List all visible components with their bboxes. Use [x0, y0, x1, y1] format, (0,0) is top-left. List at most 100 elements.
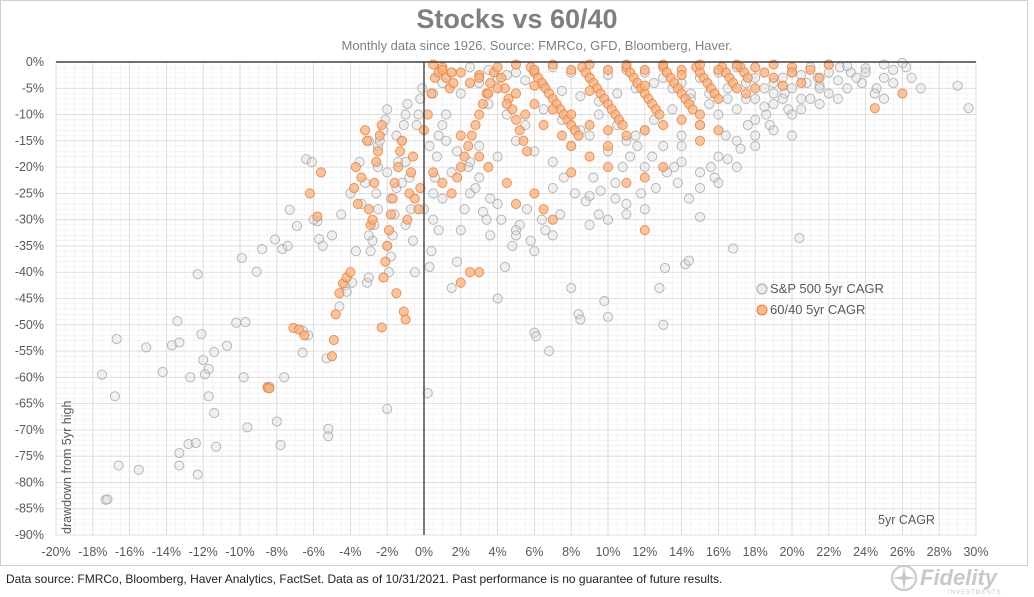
data-point [759, 67, 770, 78]
data-point [492, 83, 503, 94]
data-point [869, 103, 880, 114]
data-point [694, 120, 706, 131]
data-point [510, 114, 522, 125]
data-point [198, 354, 209, 366]
x-tick-label: -4% [339, 545, 361, 559]
data-point [654, 109, 665, 120]
data-point [382, 240, 393, 251]
data-point [888, 64, 899, 75]
data-point [521, 146, 533, 157]
x-tick-label: -12% [189, 545, 218, 559]
x-tick-label: 10% [595, 545, 620, 559]
data-point [192, 469, 203, 480]
data-point [761, 109, 772, 120]
x-tick-label: 4% [489, 545, 507, 559]
data-point [658, 141, 669, 152]
data-point [496, 72, 507, 83]
data-point [687, 104, 698, 115]
data-point [672, 177, 683, 188]
data-point [301, 154, 312, 165]
data-point [334, 288, 345, 299]
data-point [433, 225, 444, 236]
data-point [529, 64, 540, 75]
data-point [406, 167, 417, 178]
data-point [236, 252, 247, 264]
x-tick-label: 16% [706, 545, 731, 559]
data-point [271, 416, 282, 427]
fidelity-logo: Fidelity INVESTMENTS [891, 565, 1002, 596]
data-point [860, 67, 871, 78]
data-point [915, 83, 926, 94]
data-point [538, 120, 549, 131]
data-point [510, 230, 522, 241]
data-point [584, 130, 595, 141]
data-point [630, 130, 641, 141]
data-point [385, 209, 396, 220]
data-point [446, 188, 457, 199]
data-point [536, 214, 547, 225]
data-point [501, 98, 512, 110]
data-point [209, 347, 220, 358]
data-point [507, 240, 518, 251]
data-point [602, 141, 614, 152]
data-point [694, 167, 706, 178]
data-point [520, 75, 531, 86]
data-point [323, 423, 334, 434]
data-point [192, 269, 203, 280]
data-point [759, 101, 770, 112]
data-point [768, 98, 779, 110]
data-point [639, 64, 650, 75]
data-point [387, 193, 398, 204]
data-point [621, 177, 632, 188]
data-point [437, 177, 448, 188]
data-point [676, 130, 687, 141]
data-point [382, 403, 393, 414]
data-point [584, 85, 595, 96]
x-tick-label: -8% [266, 545, 288, 559]
data-point [731, 83, 742, 94]
data-point [639, 125, 650, 136]
data-point [391, 288, 402, 299]
series-60-40 [262, 59, 908, 394]
data-point [474, 109, 485, 120]
data-point [768, 72, 779, 83]
data-point [203, 363, 214, 374]
data-point [452, 146, 463, 157]
data-point [786, 109, 798, 120]
data-point [538, 104, 549, 115]
data-point [402, 98, 413, 110]
data-point [376, 120, 387, 131]
data-point [409, 267, 420, 278]
data-point [492, 198, 503, 209]
y-tick-label: -70% [15, 423, 44, 437]
x-tick-label: 0% [415, 545, 433, 559]
data-point [428, 167, 439, 178]
data-point [584, 190, 595, 202]
data-point [157, 367, 168, 378]
data-point [350, 162, 361, 173]
data-point [400, 156, 411, 167]
data-point [330, 309, 341, 320]
data-point [742, 120, 753, 131]
data-point [455, 130, 466, 141]
data-point [639, 225, 650, 236]
data-point [658, 120, 669, 131]
y-tick-label: -80% [15, 475, 44, 489]
data-point [510, 225, 522, 236]
data-point [832, 75, 844, 86]
data-point [463, 141, 474, 152]
data-point [376, 322, 387, 333]
data-point [878, 72, 890, 83]
data-point [372, 146, 384, 157]
data-point [584, 151, 595, 162]
data-point [869, 88, 880, 99]
fidelity-logo-icon [891, 565, 917, 591]
data-point [705, 162, 717, 173]
data-point [713, 177, 724, 188]
y-tick-label: -30% [15, 213, 44, 227]
data-point [683, 193, 695, 204]
chart-title: Stocks vs 60/40 [416, 4, 618, 34]
data-point [750, 83, 761, 94]
fidelity-logo-subtext: INVESTMENTS [948, 590, 1002, 596]
data-point [814, 83, 825, 94]
